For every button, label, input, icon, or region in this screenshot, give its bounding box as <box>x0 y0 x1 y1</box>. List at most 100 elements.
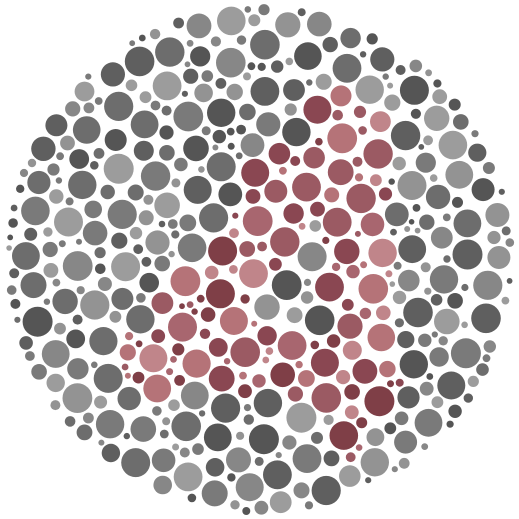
ground-dot <box>55 177 63 184</box>
ground-dot <box>461 283 469 292</box>
ground-dot <box>7 234 14 241</box>
ground-dot <box>145 230 170 255</box>
ground-dot <box>159 429 169 439</box>
ground-dot <box>307 11 332 37</box>
figure-dot <box>385 270 393 278</box>
ground-dot <box>236 124 247 135</box>
ground-dot <box>31 136 56 161</box>
ground-dot <box>27 170 51 195</box>
ground-dot <box>243 414 254 425</box>
ground-dot <box>83 102 95 114</box>
figure-dot <box>298 222 306 230</box>
ground-dot <box>286 307 303 324</box>
ground-dot <box>275 452 282 459</box>
ground-dot <box>179 447 190 458</box>
ground-dot <box>505 238 515 247</box>
figure-dot <box>327 123 358 154</box>
figure-dot <box>370 174 382 187</box>
figure-dot <box>354 230 361 237</box>
ground-dot <box>93 148 105 159</box>
ground-dot <box>72 116 101 144</box>
figure-dot <box>251 320 258 327</box>
ground-dot <box>141 256 152 267</box>
ground-dot <box>85 73 92 80</box>
figure-dot <box>270 362 296 388</box>
ground-dot <box>227 142 235 150</box>
ground-dot <box>10 204 18 212</box>
figure-dot <box>342 340 362 360</box>
ground-dot <box>94 97 103 105</box>
figure-dot <box>238 384 252 399</box>
ground-dot <box>107 199 137 229</box>
ground-dot <box>418 144 425 150</box>
ground-dot <box>21 196 50 226</box>
ground-dot <box>65 101 81 117</box>
figure-dot <box>346 183 376 214</box>
ground-dot <box>453 209 482 238</box>
figure-dot <box>143 374 172 403</box>
figure-dot <box>346 264 360 279</box>
ground-dot <box>397 331 415 349</box>
ground-dot <box>173 462 203 492</box>
ground-dot <box>431 331 438 338</box>
ground-dot <box>47 163 60 176</box>
ground-dot <box>432 89 448 105</box>
ground-dot <box>420 262 431 273</box>
ground-dot <box>501 226 511 236</box>
ground-dot <box>393 261 402 270</box>
figure-dot <box>359 307 372 320</box>
ground-dot <box>398 269 420 292</box>
ground-dot <box>340 27 361 49</box>
ground-dot <box>397 171 427 200</box>
ground-dot <box>20 272 47 299</box>
figure-dot <box>124 372 131 379</box>
figure-dot <box>257 326 277 346</box>
ground-dot <box>399 75 429 105</box>
ground-dot <box>89 327 118 356</box>
ground-dot <box>41 340 70 368</box>
ground-dot <box>133 140 154 161</box>
ground-dot <box>9 268 20 279</box>
ground-dot <box>177 233 207 263</box>
ground-dot <box>394 430 418 454</box>
ground-dot <box>339 465 361 487</box>
ground-dot <box>104 91 134 121</box>
ground-dot <box>397 386 420 409</box>
ground-dot <box>485 203 510 227</box>
ground-dot <box>152 71 182 101</box>
figure-dot <box>264 179 288 203</box>
ground-dot <box>390 228 397 236</box>
figure-dot <box>290 156 301 166</box>
ground-dot <box>159 145 175 161</box>
ground-dot <box>394 411 409 426</box>
ground-dot <box>72 314 83 325</box>
ground-dot <box>482 354 491 363</box>
ground-dot <box>360 448 389 477</box>
ground-dot <box>286 402 317 433</box>
ground-dot <box>452 196 463 208</box>
ground-dot <box>434 308 460 335</box>
figure-dot <box>270 227 300 257</box>
ground-dot <box>162 417 171 426</box>
figure-dot <box>139 344 168 373</box>
figure-dot <box>121 363 129 371</box>
ground-dot <box>66 329 86 349</box>
figure-dot <box>170 356 177 363</box>
figure-dot <box>370 111 391 132</box>
figure-dot <box>239 241 256 257</box>
figure-dot <box>356 417 368 429</box>
ground-dot <box>463 393 473 403</box>
ground-dot <box>181 90 188 97</box>
ground-dot <box>101 443 121 463</box>
ground-dot <box>58 240 66 248</box>
ground-dot <box>98 439 105 446</box>
ground-dot <box>487 246 511 269</box>
figure-dot <box>331 262 341 272</box>
ground-dot <box>140 161 171 191</box>
figure-dot <box>132 371 145 384</box>
ground-dot <box>212 129 226 144</box>
ground-dot <box>429 174 438 182</box>
ground-dot <box>243 404 252 412</box>
ground-dot <box>161 105 172 116</box>
ground-dot <box>82 220 108 246</box>
